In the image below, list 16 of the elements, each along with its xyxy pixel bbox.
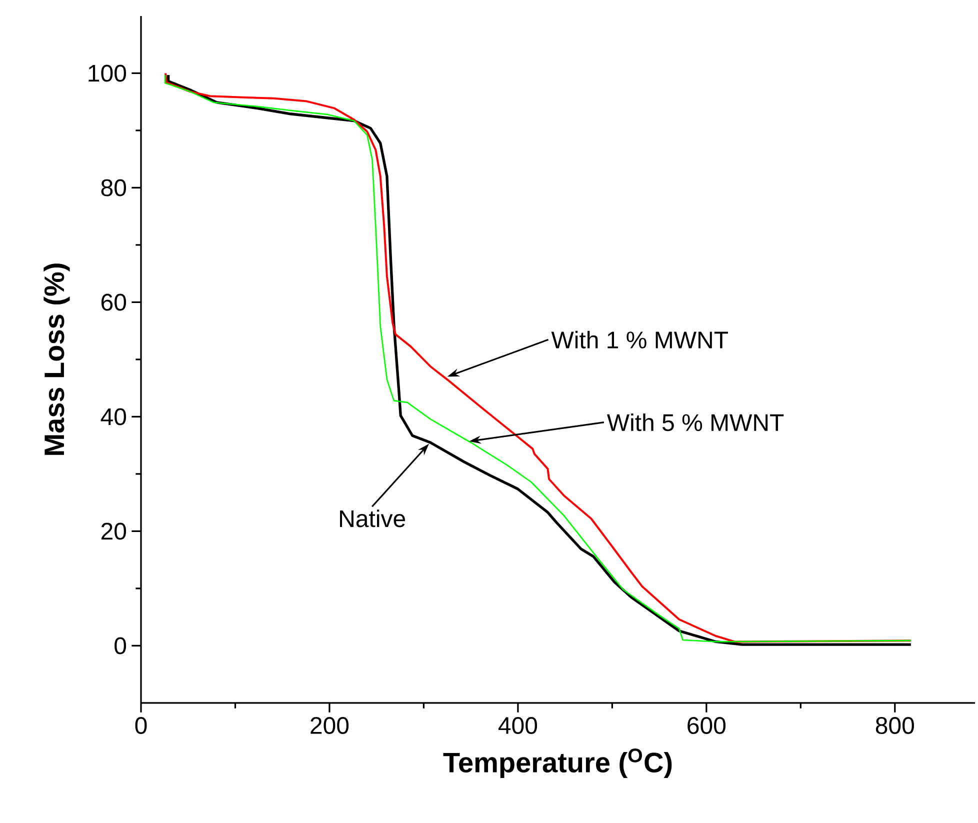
x-tick-label: 400 <box>498 717 538 734</box>
y-tick-label: 60 <box>101 294 126 311</box>
annotation: Native <box>340 510 406 528</box>
y-axis-title: Mass Loss (%) <box>44 264 70 455</box>
x-tick-label: 200 <box>310 717 349 734</box>
x-tick-label: 0 <box>135 717 147 734</box>
y-tick-label: 80 <box>101 179 126 196</box>
y-tick-label: 20 <box>101 522 126 540</box>
x-axis-title: Temperature ($^{O}$C) <box>443 748 672 778</box>
annotation: With 1 % MWNT <box>551 330 728 348</box>
x-tick-label: 600 <box>688 717 726 734</box>
y-tick-label: 0 <box>114 637 126 654</box>
y-tick-label: 100 <box>88 64 126 82</box>
annotation: With 5 % MWNT <box>606 414 784 432</box>
x-tick-label: 800 <box>876 717 914 734</box>
y-tick-label: 40 <box>100 408 126 426</box>
